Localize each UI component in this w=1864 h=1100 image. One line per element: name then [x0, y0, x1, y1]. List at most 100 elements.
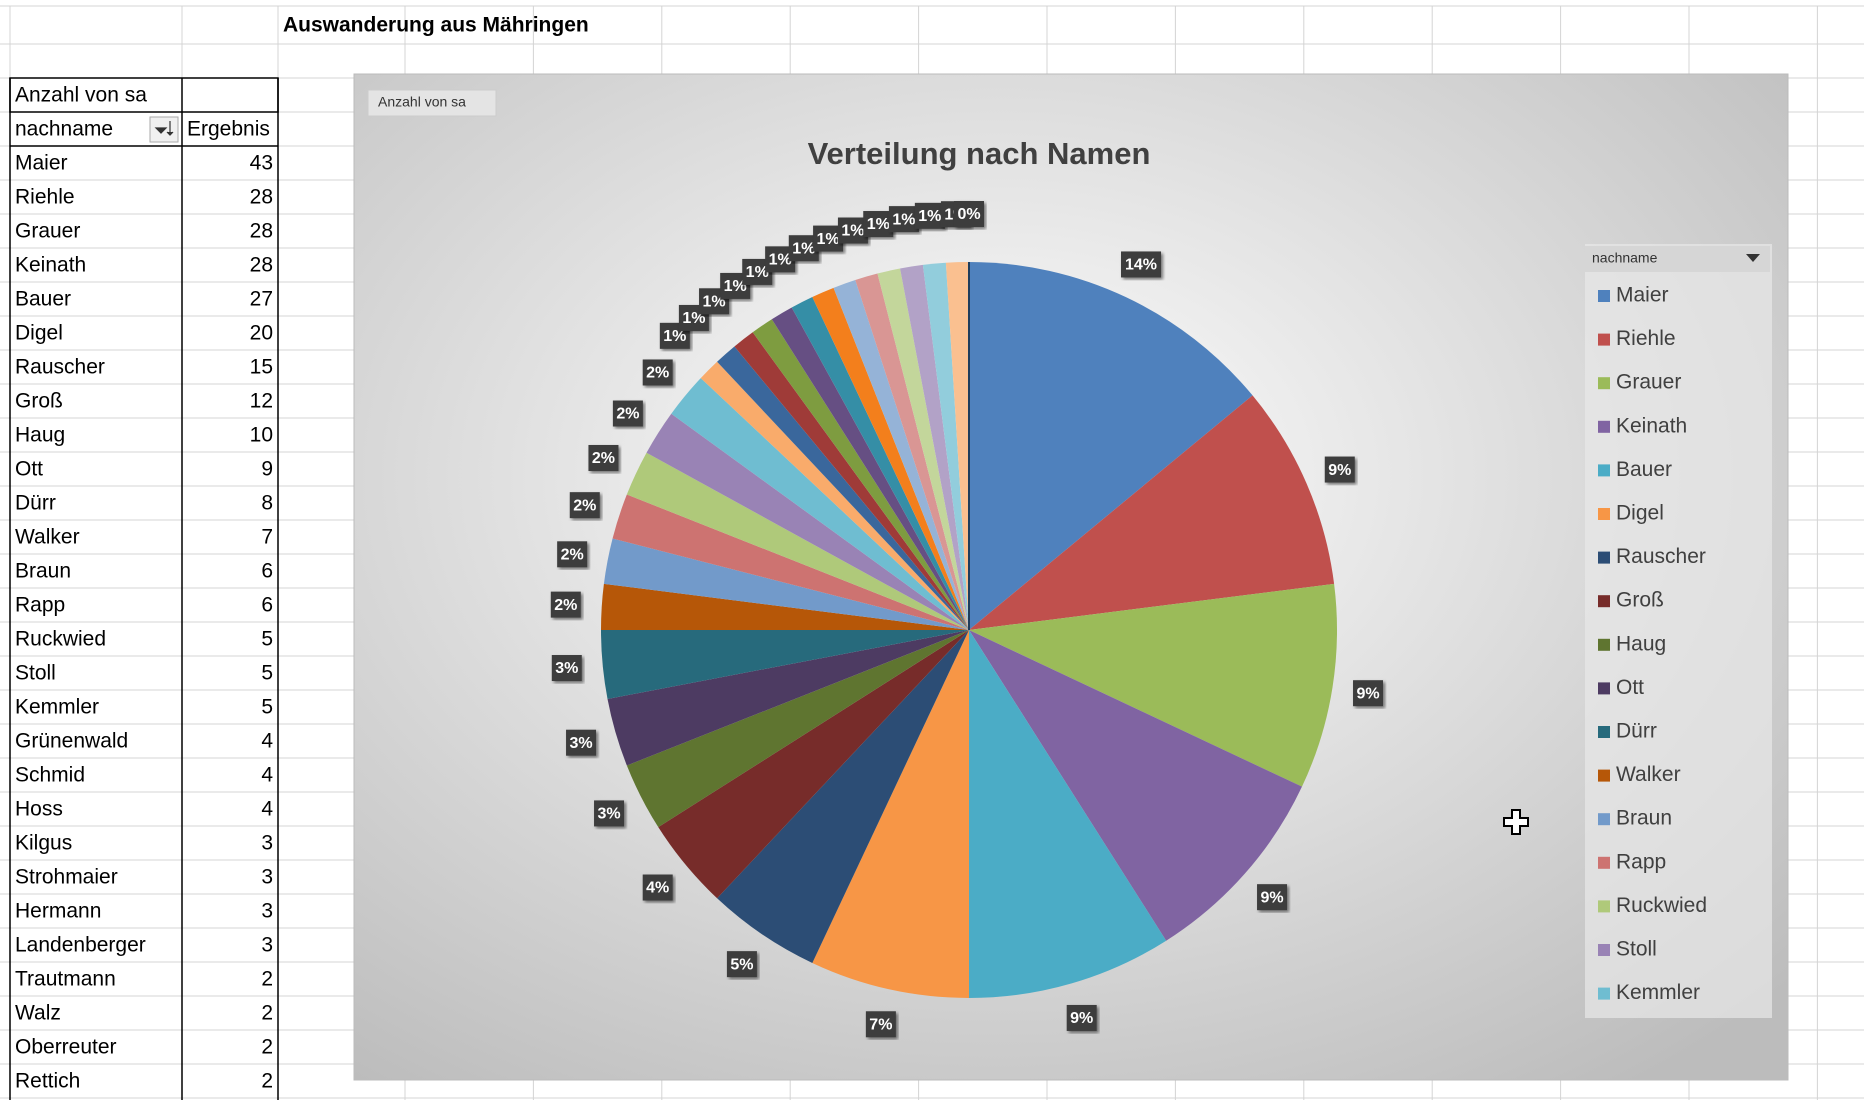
pie-slice: [877, 268, 969, 630]
row-count: 5: [261, 628, 273, 651]
row-name: Landenberger: [15, 934, 146, 957]
legend-filter[interactable]: [1585, 246, 1770, 272]
row-name: Ott: [15, 458, 43, 481]
data-label: [1066, 1004, 1097, 1031]
legend-entry: Braun: [1616, 807, 1672, 830]
legend-swatch: [1598, 682, 1610, 695]
data-label-box: [642, 874, 673, 901]
pie-slice: [626, 452, 969, 630]
row-name: Rauscher: [15, 356, 105, 379]
data-label-text: 1%: [817, 231, 840, 248]
data-label-text: 1%: [724, 278, 747, 295]
legend-entry: Ott: [1616, 676, 1644, 699]
pie-slice: [734, 332, 969, 630]
row-name: Braun: [15, 560, 71, 583]
field-button[interactable]: [367, 89, 497, 117]
row-count: 4: [261, 764, 273, 787]
legend-swatch: [1598, 595, 1610, 608]
data-label: [569, 492, 600, 519]
row-count: 2: [261, 968, 273, 991]
data-label-box: [612, 400, 643, 427]
data-label: [1324, 456, 1355, 483]
pie-slice: [700, 361, 969, 630]
chart-title: Verteilung nach Namen: [808, 136, 1151, 171]
row-count: 5: [261, 696, 273, 719]
row-name: Walker: [15, 526, 80, 549]
sheet-title: Auswanderung aus Mähringen: [283, 14, 589, 37]
legend-swatch: [1598, 856, 1610, 869]
data-label: [594, 800, 625, 827]
row-count: 7: [261, 526, 273, 549]
data-label-text: 3%: [597, 806, 620, 823]
row-name: Riehle: [15, 186, 75, 209]
legend-entry: Grauer: [1616, 371, 1681, 394]
dropdown-arrow[interactable]: [1746, 254, 1760, 262]
data-label-box: [566, 729, 597, 756]
row-count: 28: [250, 254, 273, 277]
row-name: Kemmler: [15, 696, 99, 719]
legend-entry: Groß: [1616, 589, 1664, 612]
data-label-text: 1%: [769, 252, 792, 269]
row-count: 2: [261, 1002, 273, 1025]
pie-slice: [812, 630, 969, 998]
legend-swatch: [1598, 377, 1610, 390]
legend-swatch: [1598, 813, 1610, 826]
legend-swatch: [1598, 726, 1610, 738]
legend-swatch: [1598, 551, 1610, 564]
pie-slice: [791, 297, 969, 630]
row-count: 2: [261, 1036, 273, 1059]
row-count: 6: [261, 594, 273, 617]
row-count: 2: [261, 1070, 273, 1093]
data-label-text: 3%: [555, 660, 578, 677]
pie-slice: [601, 630, 969, 699]
data-label-box: [726, 951, 757, 978]
data-label-box: [865, 1011, 896, 1038]
data-label: [1353, 680, 1384, 707]
data-label-text: 14%: [1125, 257, 1157, 274]
legend-swatch: [1598, 508, 1610, 520]
row-name: Walz: [15, 1002, 61, 1025]
data-label-box: [837, 217, 868, 244]
data-label-box: [557, 541, 588, 568]
pie-slice: [612, 494, 969, 630]
data-label-text: 4%: [646, 880, 669, 897]
row-name: Ruckwied: [15, 628, 106, 651]
pie-slice: [945, 262, 969, 630]
row-count: 3: [261, 832, 273, 855]
row-count: 5: [261, 662, 273, 685]
data-label: [566, 729, 597, 756]
row-name: Grünenwald: [15, 730, 128, 753]
row-name: Schmid: [15, 764, 85, 787]
legend-swatch: [1598, 769, 1610, 782]
pie-slice: [900, 264, 969, 630]
row-count: 15: [250, 356, 273, 379]
legend-entry: Digel: [1616, 502, 1664, 525]
row-count: 4: [261, 798, 273, 821]
legend-entry: Bauer: [1616, 458, 1672, 481]
row-name: Strohmaier: [15, 866, 118, 889]
row-count: 8: [261, 492, 273, 515]
pie-slice: [833, 280, 969, 630]
pie-slice: [969, 630, 1302, 941]
data-label-text: 0%: [957, 206, 980, 223]
data-label-box: [642, 359, 673, 386]
data-label-text: 3%: [569, 735, 592, 752]
row-name: Rapp: [15, 594, 65, 617]
pivot-header: Anzahl von sa: [15, 84, 147, 107]
row-name: Rettich: [15, 1070, 80, 1093]
pie-slice: [601, 583, 969, 630]
data-label-text: 7%: [869, 1016, 892, 1033]
row-name: Grauer: [15, 220, 80, 243]
legend-entry: Riehle: [1616, 327, 1676, 350]
data-label-text: 2%: [616, 406, 639, 423]
data-label: [642, 359, 673, 386]
legend-entry: Ruckwied: [1616, 894, 1707, 917]
field-button-label: Anzahl von sa: [378, 94, 466, 110]
data-label-text: 9%: [1328, 462, 1351, 479]
legend-entry: Haug: [1616, 632, 1666, 655]
pie-slice: [922, 262, 969, 630]
row-name: Stoll: [15, 662, 56, 685]
row-count: 27: [250, 288, 273, 311]
pie-slice: [717, 346, 969, 630]
data-label-text: 1%: [746, 264, 769, 281]
